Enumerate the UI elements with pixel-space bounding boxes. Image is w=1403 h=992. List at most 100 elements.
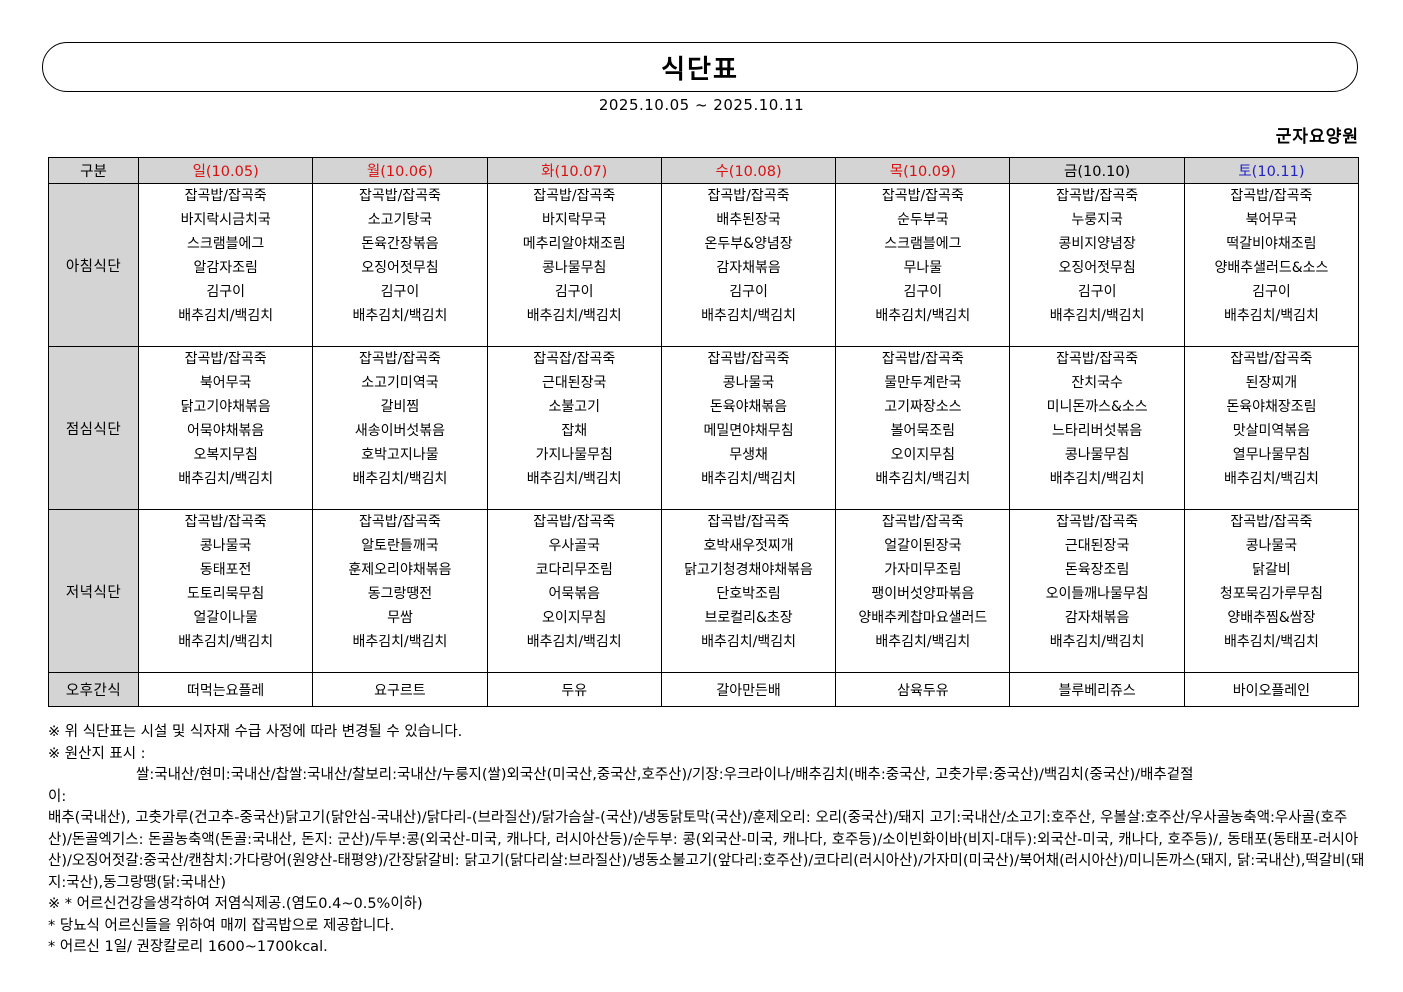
meal-row: 점심식단 잡곡밥/잡곡죽 북어무국 닭고기야채볶음 어묵야채볶음 오복지무침 배추김치/백김… xyxy=(48,346,1360,510)
dish-item: 김구이 xyxy=(1252,284,1291,300)
meal-cell: 잡곡밥/잡곡죽 북어무국 닭고기야채볶음 어묵야채볶음 오복지무침 배추김치/백김치 xyxy=(137,346,314,510)
dish-item: 배추김치/백김치 xyxy=(178,308,274,324)
dish-item: 잡곡밥/잡곡죽 xyxy=(881,188,964,204)
dish-item: 배추김치/백김치 xyxy=(875,634,971,650)
dish-item: 김구이 xyxy=(1077,284,1117,300)
dish-item: 잡곡밥/잡곡죽 xyxy=(1056,351,1139,367)
meal-cell: 잡곡밥/잡곡죽 순두부국 스크램블에그 무나물 김구이 배추김치/백김치 xyxy=(835,183,1011,347)
note-origin-heading: ※ 원산지 표시 : xyxy=(48,745,146,762)
dish-item: 동태포전 xyxy=(199,562,252,578)
snack-cell: 블루베리쥬스 xyxy=(1009,672,1185,707)
dish-item: 김구이 xyxy=(206,284,245,300)
dish-item: 양배추찜&쌈장 xyxy=(1227,610,1316,626)
dish-item: 배추김치/백김치 xyxy=(526,634,622,650)
notes-section: ※ 위 식단표는 시설 및 식자재 수급 사정에 따라 변경될 수 있습니다. … xyxy=(48,722,1368,959)
header-cell-day-0: 일(10.05) xyxy=(137,157,314,184)
dish-item: 오징어젓무침 xyxy=(1058,260,1136,276)
dish-item: 배추김치/백김치 xyxy=(1049,471,1145,487)
dish-item: 배추김치/백김치 xyxy=(352,308,448,324)
dish-item: 메밀면야채무침 xyxy=(703,423,794,439)
dish-item: 배추김치/백김치 xyxy=(1223,471,1319,487)
dish-item: 잡곡밥/잡곡죽 xyxy=(358,351,441,367)
dish-item: 배추김치/백김치 xyxy=(701,471,796,487)
meal-row-label: 아침식단 xyxy=(48,183,139,347)
dish-item: 무생채 xyxy=(729,447,768,463)
snack-row: 오후간식 떠먹는요플레 요구르트 두유 갈아만든배 삼육두유 블루베리쥬스 바이오플레인 xyxy=(48,672,1360,707)
dish-item: 얼갈이된장국 xyxy=(884,538,962,554)
dish-item: 오징어젓무침 xyxy=(361,260,439,276)
dish-item: 미니돈까스&소스 xyxy=(1046,399,1148,415)
dish-item: 잡곡잡/잡곡죽 xyxy=(533,351,616,367)
dish-item: 잡곡밥/잡곡죽 xyxy=(184,351,267,367)
meal-row-label: 저녁식단 xyxy=(48,509,139,673)
dish-item: 잡곡밥/잡곡죽 xyxy=(358,514,441,530)
dish-item: 돈육간장볶음 xyxy=(361,236,439,252)
dish-item: 배추김치/백김치 xyxy=(352,471,448,487)
table-body: 아침식단 잡곡밥/잡곡죽 바지락시금치국 스크램블에그 알감자조림 김구이 배추김치/백김치… xyxy=(48,183,1360,707)
dish-item: 잡곡밥/잡곡죽 xyxy=(1056,188,1139,204)
dish-item: 잔치국수 xyxy=(1071,375,1123,391)
dish-item: 배추김치/백김치 xyxy=(1223,308,1319,324)
header-cell-day-4: 목(10.09) xyxy=(835,157,1011,184)
dish-item: 배추김치/백김치 xyxy=(701,308,796,324)
header-cell-day-3: 수(10.08) xyxy=(660,157,837,184)
snack-row-label: 오후간식 xyxy=(48,672,139,707)
dish-item: 도토리묵무침 xyxy=(187,586,265,602)
dish-item: 온두부&양념장 xyxy=(704,236,793,252)
meal-cell: 잡곡밥/잡곡죽 소고기미역국 갈비찜 새송이버섯볶음 호박고지나물 배추김치/백김치 xyxy=(312,346,488,510)
dish-item: 소고기미역국 xyxy=(361,375,439,391)
dish-item: 호박고지나물 xyxy=(361,447,439,463)
meal-cell: 잡곡밥/잡곡죽 근대된장국 돈육장조림 오이들깨나물무침 감자채볶음 배추김치/백김치 xyxy=(1009,509,1185,673)
dish-item: 맛살미역볶음 xyxy=(1232,423,1311,439)
dish-item: 청포묵김가루무침 xyxy=(1219,586,1323,602)
dish-item: 김구이 xyxy=(554,284,594,300)
meal-cell: 잡곡밥/잡곡죽 알토란들깨국 훈제오리야채볶음 동그랑땡전 무쌈 배추김치/백김치 xyxy=(312,509,488,673)
dish-item: 닭고기야채볶음 xyxy=(180,399,271,415)
meal-cell: 잡곡잡/잡곡죽 근대된장국 소불고기 잡채 가지나물무침 배추김치/백김치 xyxy=(486,346,662,510)
meal-row-label: 점심식단 xyxy=(48,346,139,510)
dish-item: 볼어묵조림 xyxy=(890,423,956,439)
dish-item: 브로컬리&초장 xyxy=(704,610,793,626)
dish-item: 메추리알야채조림 xyxy=(522,236,626,252)
meal-cell: 잡곡밥/잡곡죽 얼갈이된장국 가자미무조림 팽이버섯양파볶음 양배추케찹마요샐러드 배추김… xyxy=(835,509,1011,673)
dish-item: 동그랑땡전 xyxy=(367,586,433,602)
meal-row: 아침식단 잡곡밥/잡곡죽 바지락시금치국 스크램블에그 알감자조림 김구이 배추김치/백김치… xyxy=(48,183,1360,347)
note-diabetic: * 당뇨식 어르신들을 위하여 매끼 잡곡밥으로 제공합니다. xyxy=(48,917,395,934)
dish-item: 잡곡밥/잡곡죽 xyxy=(1230,351,1313,367)
dish-item: 배추김치/백김치 xyxy=(178,471,274,487)
note-calorie: * 어르신 1일/ 권장칼로리 1600~1700kcal. xyxy=(48,939,328,955)
dish-item: 잡곡밥/잡곡죽 xyxy=(1230,514,1313,530)
dish-item: 배추된장국 xyxy=(716,212,781,228)
dish-item: 잡곡밥/잡곡죽 xyxy=(707,188,790,204)
dish-item: 근대된장국 xyxy=(542,375,607,391)
dish-item: 양배추케찹마요샐러드 xyxy=(858,610,988,626)
dish-item: 가자미무조림 xyxy=(884,562,962,578)
page-title: 식단표 xyxy=(661,54,739,85)
table-header: 구분 일(10.05) 월(10.06) 화(10.07) 수(10.08) 목… xyxy=(48,157,1360,184)
dish-item: 어묵볶음 xyxy=(548,586,600,602)
dish-item: 얼갈이나물 xyxy=(193,610,258,626)
menu-table-wrap: 구분 일(10.05) 월(10.06) 화(10.07) 수(10.08) 목… xyxy=(48,157,1360,707)
dish-item: 잡곡밥/잡곡죽 xyxy=(707,351,790,367)
dish-item: 근대된장국 xyxy=(1064,538,1130,554)
dish-item: 새송이버섯볶음 xyxy=(354,423,446,439)
dish-item: 고기짜장소스 xyxy=(884,399,962,415)
note-origin-body: 배추(국내산), 고춧가루(건고추-중국산)닭고기(닭안심-국내산)/닭다리-(… xyxy=(48,810,1365,891)
meal-cell: 잡곡밥/잡곡죽 바지락무국 메추리알야채조림 콩나물무침 김구이 배추김치/백김치 xyxy=(486,183,662,347)
dish-item: 알감자조림 xyxy=(193,260,258,276)
dish-item: 우사골국 xyxy=(548,538,600,554)
meal-cell: 잡곡밥/잡곡죽 우사골국 코다리무조림 어묵볶음 오이지무침 배추김치/백김치 xyxy=(486,509,662,673)
header-row: 구분 일(10.05) 월(10.06) 화(10.07) 수(10.08) 목… xyxy=(48,157,1360,184)
snack-cell: 요구르트 xyxy=(312,672,488,707)
dish-item: 오이들깨나물무침 xyxy=(1045,586,1149,602)
snack-cell: 바이오플레인 xyxy=(1183,672,1360,707)
meal-cell: 잡곡밥/잡곡죽 된장찌개 돈육야채장조림 맛살미역볶음 열무나물무침 배추김치/백김치 xyxy=(1183,346,1360,510)
dish-item: 잡곡밥/잡곡죽 xyxy=(533,188,616,204)
meal-cell: 잡곡밥/잡곡죽 바지락시금치국 스크램블에그 알감자조림 김구이 배추김치/백김치 xyxy=(137,183,314,347)
dish-item: 콩나물무침 xyxy=(1064,447,1130,463)
dish-item: 배추김치/백김치 xyxy=(352,634,448,650)
note-low-salt: ※ * 어르신건강을생각하여 저염식제공.(염도0.4~0.5%이하) xyxy=(48,896,423,912)
dish-item: 콩나물국 xyxy=(199,538,252,554)
dish-item: 오복지무침 xyxy=(193,447,258,463)
